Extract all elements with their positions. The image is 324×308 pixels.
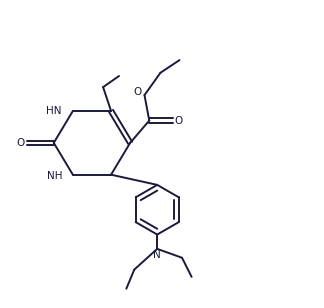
Text: O: O — [17, 138, 25, 148]
Text: HN: HN — [46, 106, 62, 116]
Text: NH: NH — [47, 171, 63, 181]
Text: O: O — [133, 87, 142, 97]
Text: N: N — [153, 249, 161, 260]
Text: O: O — [175, 116, 183, 126]
